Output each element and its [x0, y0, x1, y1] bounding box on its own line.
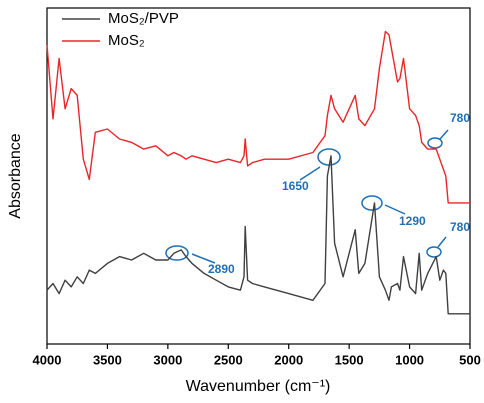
x-axis-label: Wavenumber (cm⁻¹) [186, 378, 331, 395]
arrow [299, 166, 321, 181]
x-tick-label: 3500 [93, 352, 122, 367]
x-tick-label: 2000 [274, 352, 303, 367]
series-line [46, 30, 470, 204]
series-line [46, 155, 470, 315]
marker-circle [426, 246, 442, 258]
arrow [439, 129, 449, 140]
arrow [191, 253, 216, 264]
marker-circle [317, 148, 341, 166]
x-tick-label: 3000 [153, 352, 182, 367]
annotations: 2890 1650 1290 780 780 [165, 111, 470, 276]
legend-label: MoS₂ [108, 32, 145, 49]
marker-circle [165, 245, 189, 261]
plot-frame [46, 7, 471, 345]
annotation: 780 [450, 111, 470, 125]
marker-circle [427, 137, 443, 149]
annotation: 1650 [282, 179, 309, 193]
annotation: 2890 [208, 262, 235, 276]
x-tick-label: 500 [459, 352, 481, 367]
arrow [384, 204, 406, 215]
annotation: 780 [450, 220, 470, 234]
x-tick-label: 4000 [33, 352, 62, 367]
y-axis-label: Absorbance [7, 133, 24, 218]
x-tick-label: 1500 [335, 352, 364, 367]
x-tick-label: 1000 [395, 352, 424, 367]
marker-circle [361, 195, 383, 211]
legend-label: MoS₂/PVP [108, 10, 179, 27]
annotation: 1290 [399, 214, 426, 228]
x-tick-label: 2500 [214, 352, 243, 367]
arrow [437, 236, 447, 248]
